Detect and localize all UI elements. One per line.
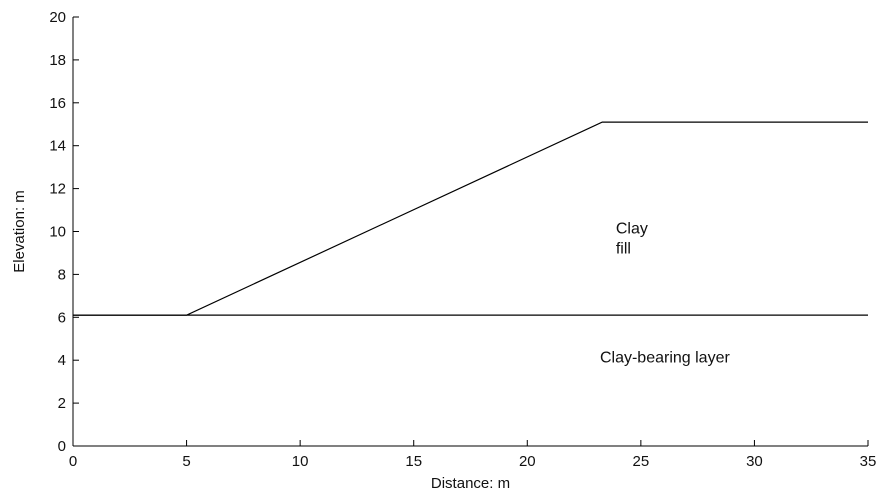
y-tick-label: 4: [58, 352, 66, 369]
y-ticks: 0 2 4 6 8 10 12 14 16 18 20: [49, 9, 79, 455]
y-tick-label: 18: [49, 52, 66, 69]
x-ticks: 0 5 10 15 20 25 30 35: [69, 440, 877, 470]
x-tick-label: 35: [860, 453, 877, 470]
x-tick-label: 5: [182, 453, 190, 470]
annotation-line: Clay: [616, 221, 648, 238]
x-tick-label: 15: [405, 453, 422, 470]
y-tick-label: 20: [49, 9, 66, 26]
annotations: Clay fill Clay-bearing layer: [600, 221, 731, 367]
annotation-line: Clay-bearing layer: [600, 349, 731, 366]
y-tick-label: 16: [49, 95, 66, 112]
y-tick-label: 2: [58, 395, 66, 412]
y-tick-label: 8: [58, 266, 66, 283]
embankment-surface-line: [73, 121, 868, 316]
profile-lines: [73, 121, 868, 316]
y-tick-label: 6: [58, 309, 66, 326]
x-tick-label: 30: [746, 453, 763, 470]
annotation-line: fill: [616, 241, 631, 258]
y-tick-label: 12: [49, 181, 66, 198]
x-tick-label: 0: [69, 453, 77, 470]
x-tick-label: 10: [292, 453, 309, 470]
clay-fill-label: Clay fill: [616, 221, 648, 258]
y-tick-label: 14: [49, 138, 66, 155]
y-axis-title: Elevation: m: [11, 190, 28, 273]
clay-bearing-layer-label: Clay-bearing layer: [600, 349, 731, 366]
y-tick-label: 10: [49, 224, 66, 241]
y-tick-label: 0: [58, 438, 66, 455]
x-axis-title: Distance: m: [431, 475, 510, 492]
x-tick-label: 25: [633, 453, 650, 470]
axes: [72, 17, 868, 447]
x-tick-label: 20: [519, 453, 536, 470]
